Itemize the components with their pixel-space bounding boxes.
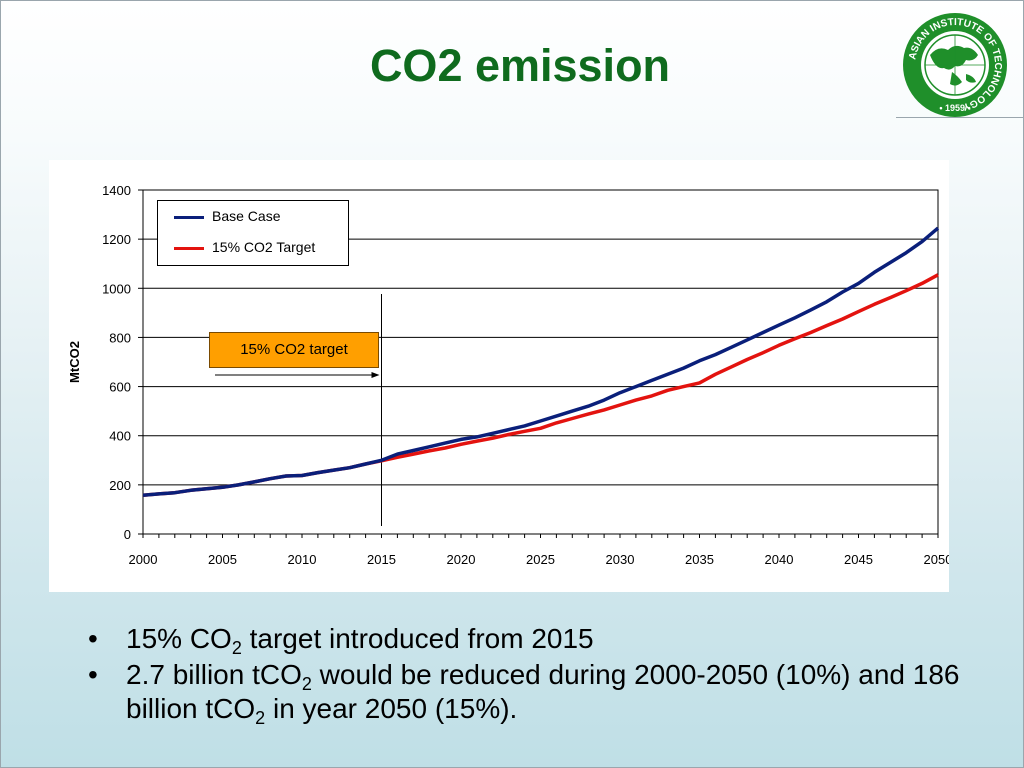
legend-label-base-case: Base Case xyxy=(212,208,281,224)
series-line-target xyxy=(142,273,939,497)
x-tick-label: 2045 xyxy=(844,552,873,567)
x-tick-label: 2005 xyxy=(208,552,237,567)
ait-logo-icon: ASIAN INSTITUTE OF TECHNOLOGY • 1959 • xyxy=(900,10,1010,120)
logo-divider xyxy=(896,117,1024,118)
bullet-subscript: 2 xyxy=(255,708,266,728)
series-line-base-case xyxy=(142,226,940,497)
legend-swatch-base-case xyxy=(174,216,204,219)
y-tick-label: 0 xyxy=(124,527,131,542)
x-tick-label: 2025 xyxy=(526,552,555,567)
bullet-subscript: 2 xyxy=(231,638,242,658)
y-tick-label: 200 xyxy=(109,478,131,493)
bullet-item: 2.7 billion tCO2 would be reduced during… xyxy=(86,658,986,728)
annotation-arrow-head xyxy=(371,372,380,378)
x-tick-label: 2040 xyxy=(765,552,794,567)
legend-label-target: 15% CO2 Target xyxy=(212,239,316,255)
bullet-item: 15% CO2 target introduced from 2015 xyxy=(86,622,986,658)
y-tick-label: 1400 xyxy=(102,183,131,198)
logo-year: • 1959 • xyxy=(939,103,970,113)
legend-swatch-target xyxy=(174,247,204,250)
co2-line-chart: 0 200 400 600 800 1000 1200 1400 2000 2005 2010 201… xyxy=(67,183,949,567)
chart-panel: 0 200 400 600 800 1000 1200 1400 2000 2005 2010 201… xyxy=(49,160,949,592)
x-tick-label: 2030 xyxy=(606,552,635,567)
bullet-text: target introduced from 2015 xyxy=(241,623,594,654)
y-tick-label: 800 xyxy=(109,330,131,345)
annotation-box: 15% CO2 target xyxy=(209,332,379,368)
y-tick-label: 1200 xyxy=(102,232,131,247)
chart-legend: Base Case 15% CO2 Target xyxy=(157,200,349,266)
y-axis-label: MtCO2 xyxy=(67,341,82,383)
x-tick-label: 2010 xyxy=(288,552,317,567)
bullet-list: 15% CO2 target introduced from 2015 2.7 … xyxy=(86,622,986,728)
bullet-text: in year 2050 (15%). xyxy=(265,693,518,724)
x-tick-label: 2035 xyxy=(685,552,714,567)
x-tick-label: 2020 xyxy=(447,552,476,567)
x-tick-label: 2015 xyxy=(367,552,396,567)
bullet-text: 15% CO xyxy=(126,623,232,654)
y-tick-label: 600 xyxy=(109,380,131,395)
y-tick-label: 1000 xyxy=(102,281,131,296)
slide-title: CO2 emission xyxy=(369,40,671,91)
y-tick-label: 400 xyxy=(109,429,131,444)
bullet-subscript: 2 xyxy=(301,674,312,694)
x-tick-label: 2050 xyxy=(924,552,949,567)
bullet-text: would be reduced during 2000-2050 (10%) … xyxy=(126,659,960,724)
bullet-text: 2.7 billion tCO xyxy=(126,659,302,690)
x-tick-label: 2000 xyxy=(129,552,158,567)
